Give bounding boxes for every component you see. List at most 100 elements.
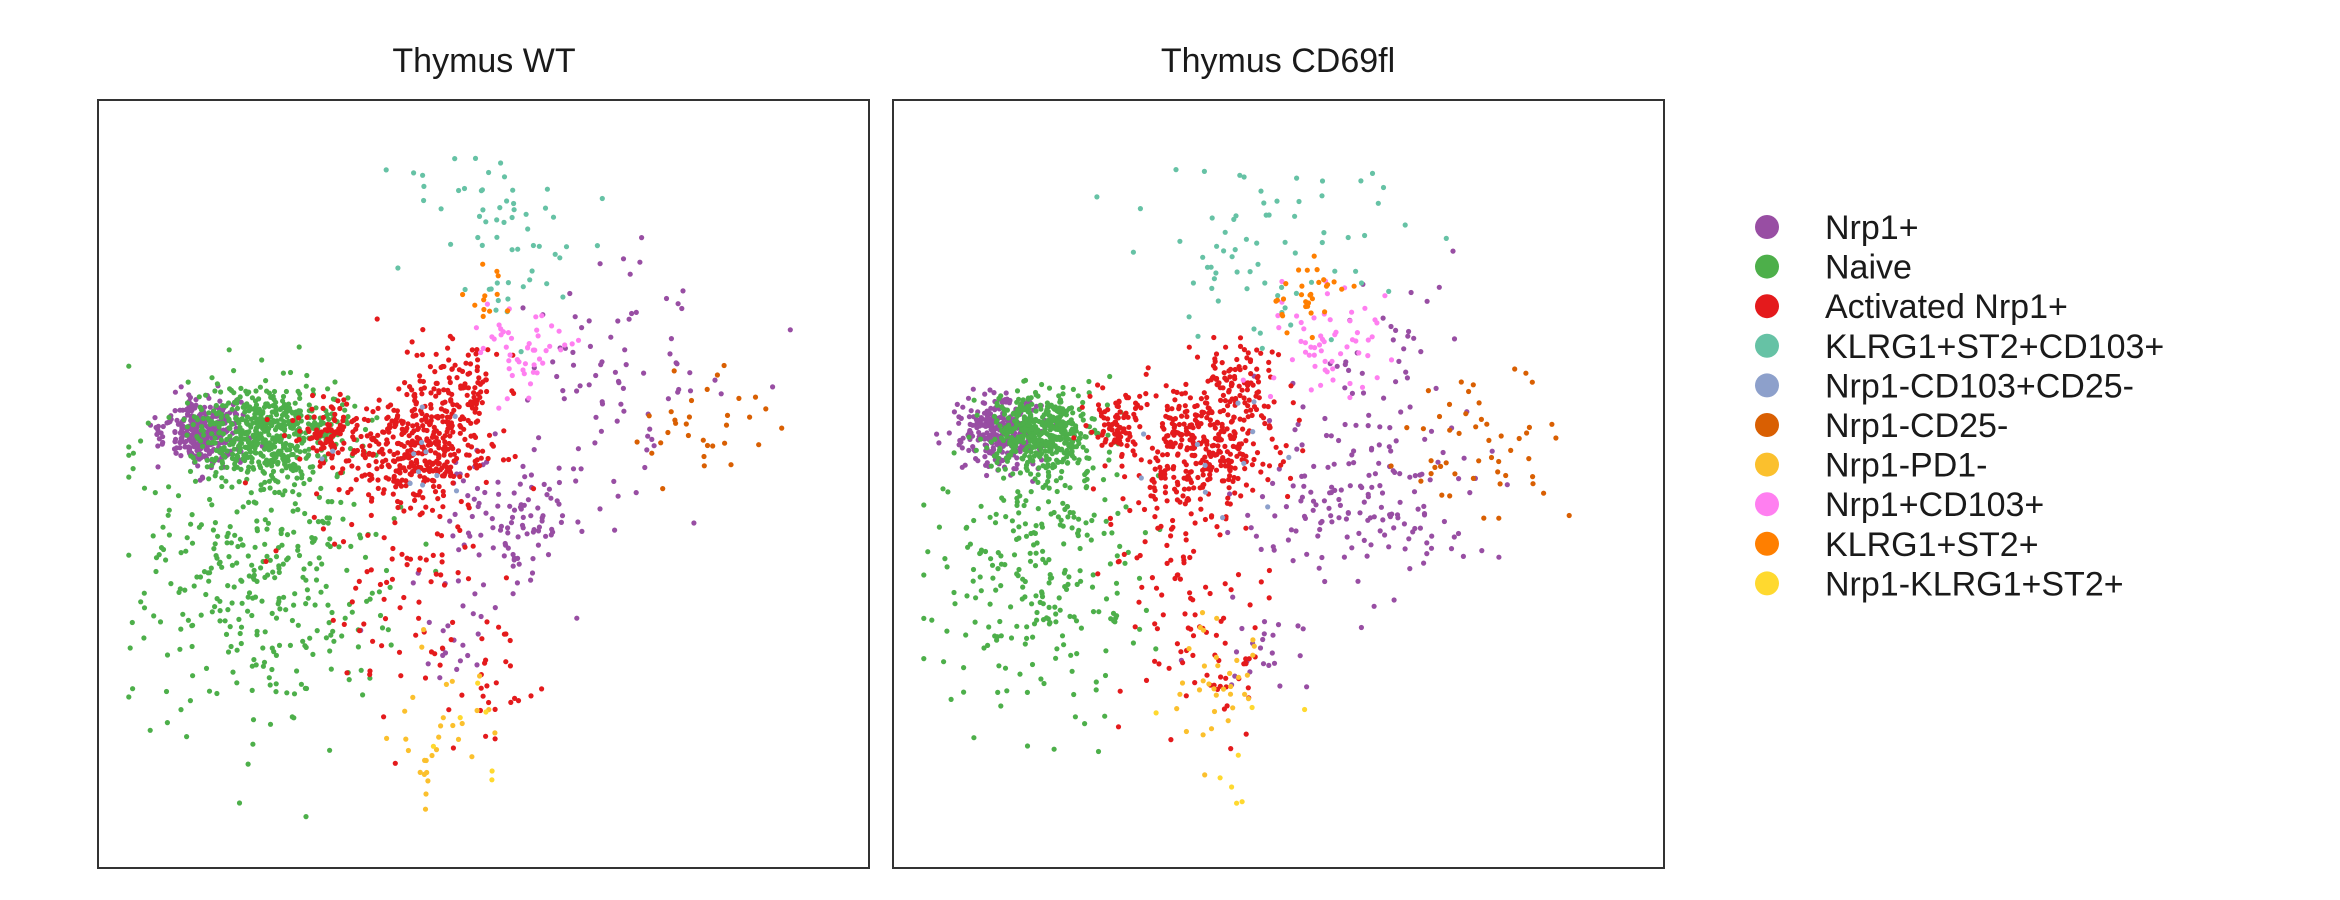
data-point <box>599 359 605 365</box>
data-point <box>450 722 456 729</box>
data-point <box>197 574 204 580</box>
data-point <box>1138 457 1144 463</box>
data-point <box>1068 405 1075 411</box>
data-point <box>1484 421 1490 427</box>
data-point <box>1123 410 1129 416</box>
data-point <box>483 657 489 663</box>
data-point <box>458 385 464 391</box>
data-point <box>475 234 481 241</box>
data-point <box>570 349 576 355</box>
data-point <box>1061 541 1067 547</box>
data-point <box>231 584 237 590</box>
data-point <box>379 463 385 470</box>
data-point <box>1216 448 1222 454</box>
data-point <box>1017 470 1024 476</box>
data-point <box>130 466 136 472</box>
data-point <box>1109 427 1115 433</box>
data-point <box>459 368 466 374</box>
data-point <box>952 601 958 607</box>
data-point <box>181 416 187 423</box>
data-point <box>1419 471 1425 477</box>
data-point <box>982 391 988 397</box>
data-point <box>210 527 216 533</box>
data-point <box>217 608 223 614</box>
data-point <box>948 696 954 703</box>
data-point <box>1279 278 1285 285</box>
data-point <box>493 680 499 686</box>
data-point <box>445 623 451 629</box>
data-point <box>1183 462 1189 468</box>
legend-item: Activated Nrp1+ <box>1755 288 2068 326</box>
data-point <box>1054 646 1060 652</box>
data-point <box>310 651 316 658</box>
data-point <box>326 620 332 626</box>
data-point <box>1028 395 1034 401</box>
data-point <box>328 442 334 448</box>
data-point <box>477 381 483 387</box>
data-point <box>152 415 158 421</box>
data-point <box>1197 624 1203 631</box>
data-point <box>1020 576 1026 582</box>
data-point <box>1331 279 1337 285</box>
data-point <box>1153 710 1159 716</box>
data-point <box>1302 340 1308 346</box>
data-point <box>493 307 499 313</box>
data-point <box>1004 688 1010 694</box>
data-point <box>621 408 627 414</box>
data-point <box>1443 235 1449 241</box>
data-point <box>1292 213 1298 219</box>
data-point <box>326 422 332 428</box>
data-point <box>329 499 335 505</box>
data-point <box>1215 298 1221 304</box>
data-point <box>217 598 223 604</box>
data-point <box>1186 646 1192 652</box>
data-point <box>268 421 274 427</box>
data-point <box>512 453 518 460</box>
data-point <box>1341 554 1347 560</box>
data-point <box>1337 502 1343 508</box>
data-point <box>1192 520 1198 526</box>
data-point <box>1251 456 1257 463</box>
data-point <box>416 567 422 573</box>
data-point <box>1211 334 1217 341</box>
data-point <box>975 458 981 464</box>
data-point <box>450 445 456 452</box>
data-point <box>385 627 391 633</box>
data-point <box>367 675 373 681</box>
data-point <box>1422 436 1428 442</box>
data-point <box>1152 487 1158 494</box>
data-point <box>1336 496 1342 503</box>
data-point <box>175 421 181 427</box>
data-point <box>1096 407 1102 413</box>
data-point <box>1040 414 1046 420</box>
data-point <box>1332 332 1338 338</box>
data-point <box>593 414 599 420</box>
data-point <box>1035 506 1041 512</box>
data-point <box>280 398 286 404</box>
data-point <box>365 532 371 538</box>
data-point <box>1495 469 1501 475</box>
data-point <box>262 629 268 635</box>
data-point <box>478 613 484 620</box>
data-point <box>1235 400 1241 406</box>
data-point <box>1275 352 1282 358</box>
data-point <box>1406 536 1412 542</box>
data-point <box>450 533 456 539</box>
data-point <box>1134 555 1140 561</box>
data-point <box>1241 417 1247 423</box>
data-point <box>1365 423 1371 429</box>
data-point <box>476 213 483 219</box>
data-point <box>1405 333 1411 339</box>
data-point <box>1403 369 1409 375</box>
data-point <box>1015 489 1021 495</box>
data-point <box>1201 409 1207 416</box>
data-point <box>575 519 581 525</box>
data-point <box>440 504 446 510</box>
data-point <box>1082 721 1088 727</box>
data-point <box>471 496 477 502</box>
data-point <box>262 479 268 485</box>
data-point <box>1311 315 1317 321</box>
data-point <box>484 683 490 689</box>
data-point <box>316 555 322 561</box>
data-point <box>1249 412 1255 418</box>
